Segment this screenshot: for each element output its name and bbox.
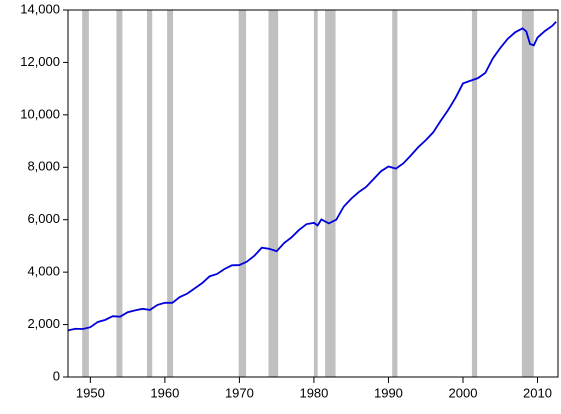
y-tick-label: 4,000: [27, 264, 60, 279]
y-tick-label: 0: [53, 368, 60, 383]
recession-band: [167, 10, 174, 377]
y-tick-label: 8,000: [27, 159, 60, 174]
y-tick-label: 6,000: [27, 211, 60, 226]
x-tick-label: 1960: [150, 385, 179, 400]
recession-band: [521, 10, 534, 377]
y-tick-label: 2,000: [27, 316, 60, 331]
x-tick-label: 1950: [76, 385, 105, 400]
recession-band: [146, 10, 153, 377]
x-tick-label: 1990: [374, 385, 403, 400]
y-tick-label: 14,000: [20, 1, 60, 16]
recession-band: [238, 10, 247, 377]
recession-band: [313, 10, 318, 377]
x-tick-label: 2000: [449, 385, 478, 400]
recession-band: [268, 10, 279, 377]
gdp-line: [67, 21, 557, 332]
plot-frame: [67, 9, 559, 378]
recession-band: [471, 10, 478, 377]
y-tick-label: 12,000: [20, 54, 60, 69]
recession-band: [325, 10, 336, 377]
recession-band: [116, 10, 123, 377]
x-tick-label: 1980: [299, 385, 328, 400]
x-tick-label: 2010: [523, 385, 552, 400]
y-tick-label: 10,000: [20, 106, 60, 121]
recession-band: [392, 10, 398, 377]
x-tick-label: 1970: [225, 385, 254, 400]
recession-band: [82, 10, 89, 377]
